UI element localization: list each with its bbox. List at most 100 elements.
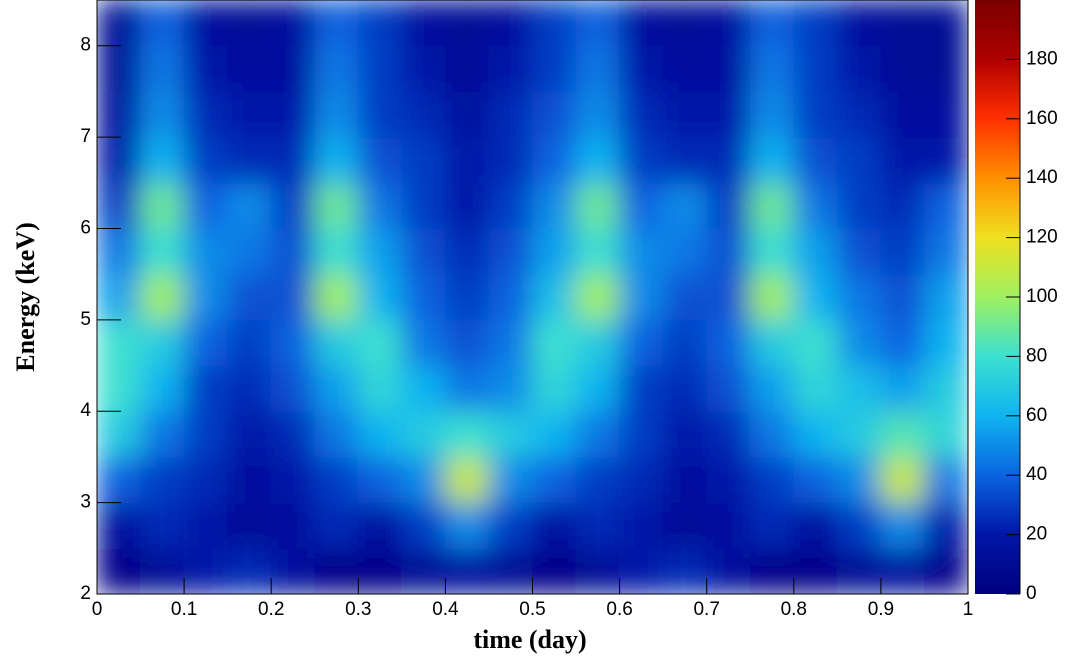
heat-cell (923, 273, 968, 321)
heat-cell (97, 365, 142, 412)
heat-cell (793, 45, 838, 92)
heat-cell (444, 319, 490, 367)
heat-cell (140, 136, 185, 184)
heat-cell (183, 0, 229, 47)
heat-cell (270, 182, 316, 229)
heat-cell (923, 319, 968, 367)
heat-cell (749, 227, 795, 275)
heat-cell (575, 502, 621, 549)
heat-cell (880, 227, 925, 275)
heat-cell (140, 547, 185, 594)
heat-cell (357, 456, 403, 504)
heat-cell (880, 365, 925, 412)
heat-cell (836, 136, 882, 184)
heat-cell (444, 456, 490, 504)
heat-cell (488, 365, 533, 412)
heat-cell (619, 136, 664, 184)
heat-cell (183, 45, 229, 92)
heat-cell (183, 136, 229, 184)
heat-cell (749, 273, 795, 321)
x-tick-label: 0.5 (519, 599, 545, 620)
heat-cell (270, 365, 316, 412)
heat-cell (97, 45, 142, 92)
heat-cell (97, 90, 142, 138)
heat-cell (357, 45, 403, 92)
heat-cell (619, 90, 664, 138)
heat-cell (444, 410, 490, 458)
colorbar-tick-label: 140 (1026, 167, 1058, 188)
heat-cell (183, 319, 229, 367)
heat-cell (314, 90, 359, 138)
heat-cell (488, 0, 533, 47)
heat-cell (836, 547, 882, 594)
heat-cell (183, 365, 229, 412)
heat-cell (97, 273, 142, 321)
heat-cell (532, 182, 577, 229)
heat-cell (532, 502, 577, 549)
heat-cell (706, 456, 751, 504)
heat-cell (793, 365, 838, 412)
heat-cell (183, 227, 229, 275)
heat-cell (183, 456, 229, 504)
heat-cell (619, 45, 664, 92)
heat-cell (401, 227, 446, 275)
heat-cell (880, 90, 925, 138)
x-tick-label: 0.7 (693, 599, 719, 620)
heat-cell (488, 410, 533, 458)
heat-cell (793, 410, 838, 458)
heat-cell (619, 365, 664, 412)
heat-cell (270, 90, 316, 138)
heat-cell (619, 273, 664, 321)
heat-cell (575, 45, 621, 92)
y-axis-title: Energy (keV) (11, 222, 40, 371)
heat-cell (357, 319, 403, 367)
heat-cell (793, 182, 838, 229)
heat-cell (401, 319, 446, 367)
heat-cell (880, 319, 925, 367)
heat-cell (488, 547, 533, 594)
heat-cell (227, 410, 272, 458)
heat-cell (444, 227, 490, 275)
colorbar-tick-label: 180 (1026, 48, 1058, 69)
heat-cell (662, 0, 708, 47)
x-tick-label: 1 (963, 599, 974, 620)
heat-cell (575, 136, 621, 184)
heat-cell (357, 90, 403, 138)
heat-cell (444, 182, 490, 229)
heat-cell (793, 227, 838, 275)
heat-cell (314, 182, 359, 229)
heat-cell (140, 182, 185, 229)
heat-cell (706, 136, 751, 184)
heat-cell (532, 319, 577, 367)
heat-cell (270, 273, 316, 321)
colorbar-tick-label: 100 (1026, 286, 1058, 307)
heat-cell (923, 365, 968, 412)
heat-cell (357, 182, 403, 229)
heat-cell (619, 502, 664, 549)
heat-cell (227, 365, 272, 412)
x-tick-label: 0.4 (432, 599, 459, 620)
heat-cell (836, 319, 882, 367)
heat-cell (923, 136, 968, 184)
heat-cell (880, 182, 925, 229)
heat-cell (793, 0, 838, 47)
heat-cell (227, 227, 272, 275)
y-tick-label: 6 (80, 217, 91, 238)
heat-cell (270, 319, 316, 367)
heat-cell (401, 365, 446, 412)
heat-cell (97, 227, 142, 275)
heat-cell (357, 273, 403, 321)
heat-cell (227, 273, 272, 321)
colorbar-tick-label: 60 (1026, 405, 1047, 426)
heat-cell (706, 365, 751, 412)
heat-cell (314, 456, 359, 504)
heat-cell (880, 547, 925, 594)
colorbar-tick-label: 20 (1026, 524, 1047, 545)
heat-cell (923, 410, 968, 458)
heat-cell (314, 365, 359, 412)
heat-cell (314, 45, 359, 92)
heat-cell (836, 90, 882, 138)
x-tick-label: 0.1 (171, 599, 197, 620)
heat-cell (619, 547, 664, 594)
colorbar-tick-label: 0 (1026, 583, 1037, 604)
